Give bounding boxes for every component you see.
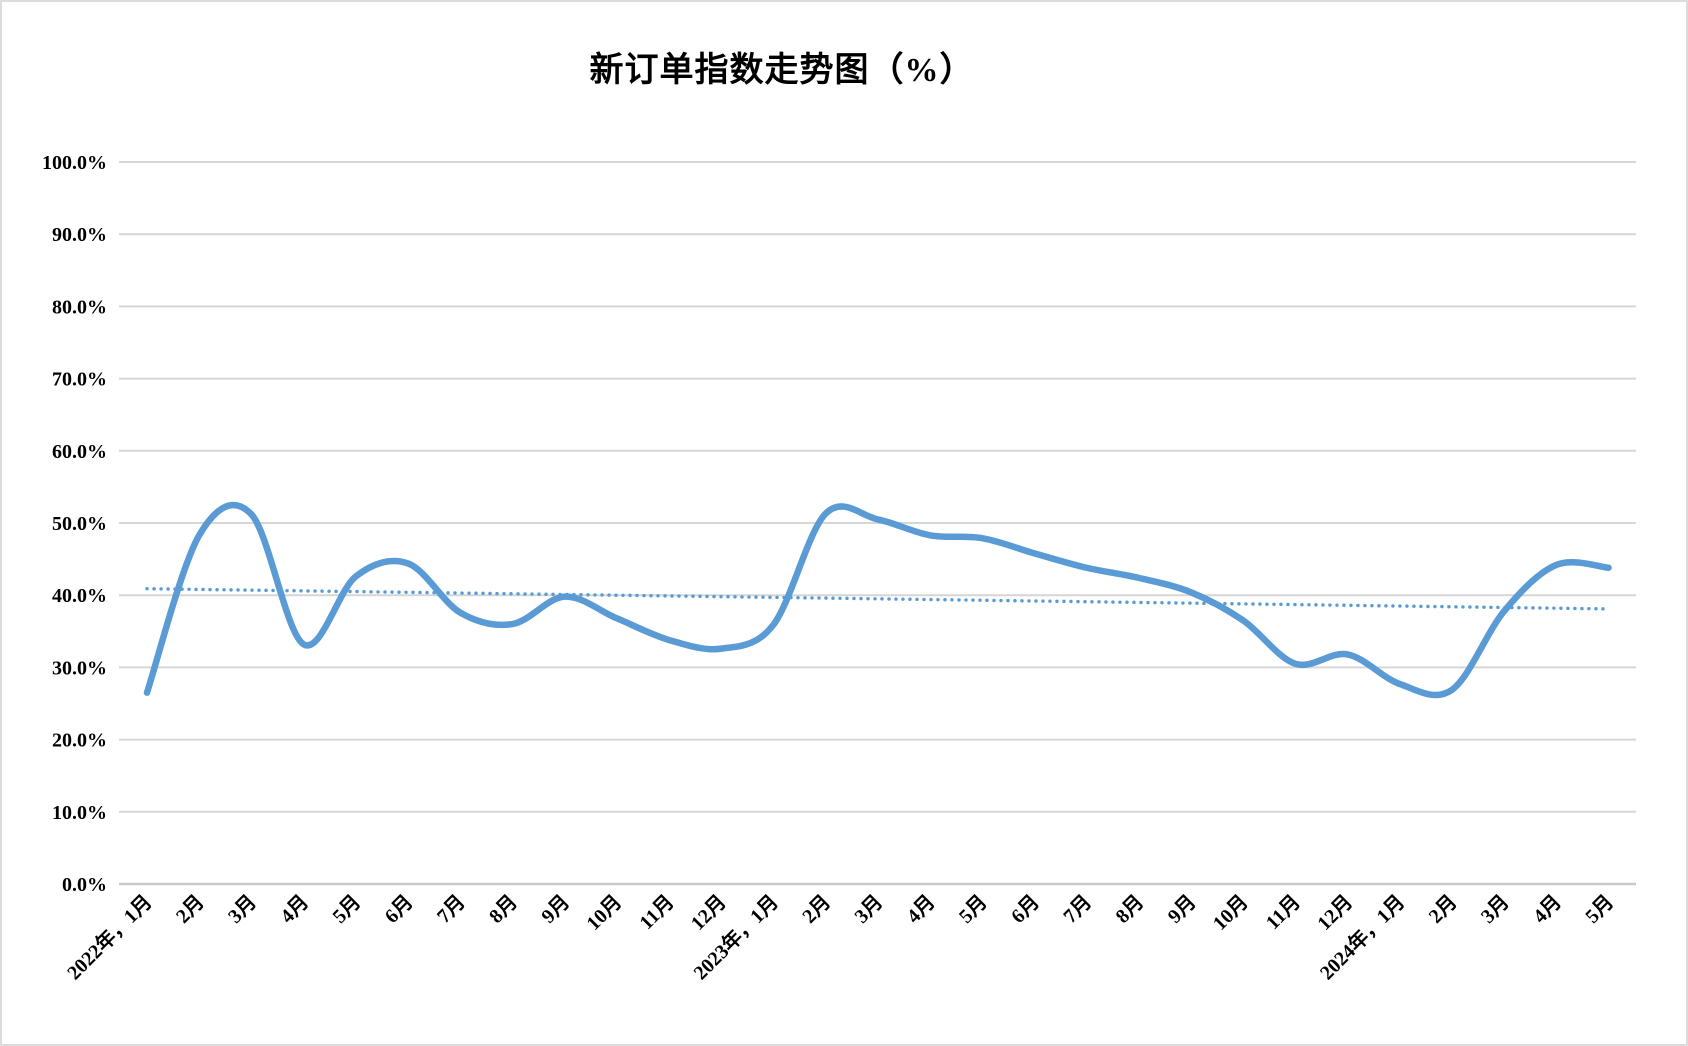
x-axis-tick-label: 5月 <box>955 891 992 928</box>
x-axis-tick-label: 4月 <box>276 891 313 928</box>
y-axis-tick-label: 70.0% <box>52 369 107 391</box>
x-axis-tick-label: 3月 <box>1477 891 1514 928</box>
y-axis-tick-label: 50.0% <box>52 513 107 535</box>
x-axis-tick-label: 3月 <box>224 891 261 928</box>
y-axis-tick-label: 80.0% <box>52 296 107 318</box>
y-axis-tick-label: 30.0% <box>52 657 107 679</box>
x-axis-tick-label: 5月 <box>329 891 366 928</box>
x-axis-tick-label: 2022年，1月 <box>62 890 157 985</box>
chart-title: 新订单指数走势图（%） <box>589 52 975 89</box>
x-axis-tick-label: 8月 <box>1112 891 1149 928</box>
x-axis-tick-label: 11月 <box>1262 891 1305 934</box>
y-axis-tick-label: 100.0% <box>42 152 107 174</box>
x-axis-tick-label: 7月 <box>433 891 470 928</box>
y-axis-tick-label: 20.0% <box>52 730 107 752</box>
trendline <box>145 587 1611 611</box>
y-axis-tick-label: 40.0% <box>52 585 107 607</box>
x-axis-tick-label: 9月 <box>537 891 574 928</box>
x-axis-tick-label: 4月 <box>1529 891 1566 928</box>
x-axis-tick-label: 5月 <box>1581 891 1618 928</box>
x-axis-tick-label: 2月 <box>1425 891 1462 928</box>
x-axis-tick-label: 10月 <box>582 891 626 935</box>
x-axis-tick-label: 12月 <box>1313 891 1357 935</box>
x-axis-tick-label: 4月 <box>903 891 940 928</box>
x-axis-tick-label: 10月 <box>1209 891 1253 935</box>
y-axis-tick-label: 90.0% <box>52 224 107 246</box>
y-axis-tick-label: 60.0% <box>52 441 107 463</box>
y-axis-tick-label: 0.0% <box>62 874 107 896</box>
y-axis-tick-label: 10.0% <box>52 802 107 824</box>
x-axis-tick-label: 8月 <box>485 891 522 928</box>
x-axis-tick-label: 6月 <box>381 891 418 928</box>
x-axis-tick-label: 3月 <box>851 891 888 928</box>
series-line <box>143 501 1612 699</box>
x-axis-tick-label: 12月 <box>687 891 731 935</box>
x-axis-tick-label: 7月 <box>1059 891 1096 928</box>
x-axis-tick-label: 11月 <box>635 891 678 934</box>
x-axis-tick-label: 2月 <box>798 891 835 928</box>
x-axis-tick-label: 2月 <box>172 891 209 928</box>
x-axis-tick-label: 9月 <box>1164 891 1201 928</box>
x-axis-tick-label: 6月 <box>1007 891 1044 928</box>
